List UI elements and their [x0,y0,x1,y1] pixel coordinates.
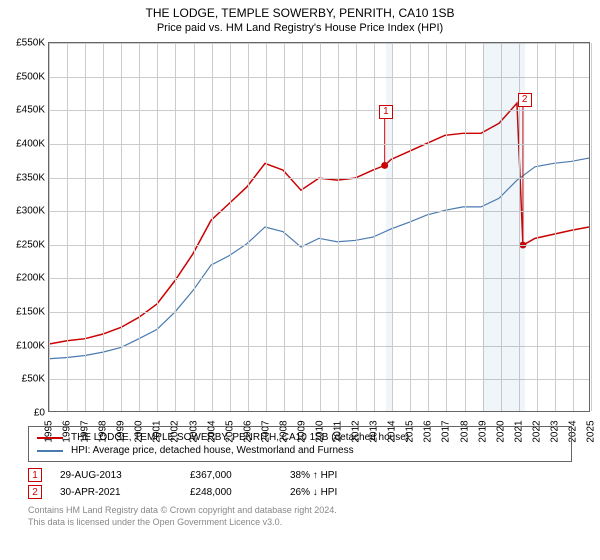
gridline-vertical [302,43,303,411]
gridline-vertical [465,43,466,411]
gridline-vertical [284,43,285,411]
gridline-vertical [591,43,592,411]
ownership-shade [386,43,392,411]
y-axis-tick: £150K [1,307,45,318]
gridline-vertical [356,43,357,411]
sale-delta-2: 26% ↓ HPI [290,487,390,498]
sale-marker-2: 2 [28,485,42,499]
gridline-vertical [49,43,50,411]
title-block: THE LODGE, TEMPLE SOWERBY, PENRITH, CA10… [0,0,600,34]
gridline-vertical [67,43,68,411]
gridline-vertical [320,43,321,411]
attribution-text: Contains HM Land Registry data © Crown c… [28,505,572,528]
gridline-vertical [85,43,86,411]
y-axis-tick: £50K [1,374,45,385]
gridline-vertical [248,43,249,411]
legend-label-property: THE LODGE, TEMPLE SOWERBY, PENRITH, CA10… [71,432,409,443]
gridline-vertical [410,43,411,411]
sale-row-2: 2 30-APR-2021 £248,000 26% ↓ HPI [28,485,572,499]
y-axis-tick: £200K [1,273,45,284]
chart-title: THE LODGE, TEMPLE SOWERBY, PENRITH, CA10… [0,6,600,20]
gridline-vertical [121,43,122,411]
attribution-line-1: Contains HM Land Registry data © Crown c… [28,505,572,517]
gridline-vertical [374,43,375,411]
sale-marker-box: 2 [518,93,532,107]
y-axis-tick: £400K [1,138,45,149]
y-axis-tick: £250K [1,239,45,250]
gridline-vertical [194,43,195,411]
y-axis-tick: £350K [1,172,45,183]
gridline-vertical [446,43,447,411]
sale-row-1: 1 29-AUG-2013 £367,000 38% ↑ HPI [28,468,572,482]
y-axis-tick: £450K [1,105,45,116]
chart-container: THE LODGE, TEMPLE SOWERBY, PENRITH, CA10… [0,0,600,560]
plot-area: £0£50K£100K£150K£200K£250K£300K£350K£400… [48,42,590,412]
gridline-vertical [555,43,556,411]
sale-marker-1: 1 [28,468,42,482]
legend-item-property: THE LODGE, TEMPLE SOWERBY, PENRITH, CA10… [37,431,563,444]
sale-price-2: £248,000 [190,487,290,498]
gridline-vertical [103,43,104,411]
legend-swatch-property [37,437,63,439]
sale-price-1: £367,000 [190,470,290,481]
y-axis-tick: £100K [1,340,45,351]
y-axis-tick: £0 [1,408,45,419]
legend-label-hpi: HPI: Average price, detached house, West… [71,445,354,456]
y-axis-tick: £300K [1,206,45,217]
y-axis-tick: £500K [1,71,45,82]
sale-marker-box: 1 [379,105,393,119]
legend-item-hpi: HPI: Average price, detached house, West… [37,444,563,457]
gridline-vertical [266,43,267,411]
sale-date-2: 30-APR-2021 [60,487,190,498]
gridline-vertical [537,43,538,411]
gridline-vertical [230,43,231,411]
gridline-vertical [428,43,429,411]
gridline-vertical [139,43,140,411]
gridline-vertical [157,43,158,411]
attribution-line-2: This data is licensed under the Open Gov… [28,517,572,529]
y-axis-tick: £550K [1,38,45,49]
legend-swatch-hpi [37,450,63,452]
gridline-vertical [573,43,574,411]
gridline-vertical [212,43,213,411]
gridline-vertical [338,43,339,411]
sale-date-1: 29-AUG-2013 [60,470,190,481]
chart-subtitle: Price paid vs. HM Land Registry's House … [0,22,600,34]
legend-box: THE LODGE, TEMPLE SOWERBY, PENRITH, CA10… [28,426,572,462]
chart-footer: THE LODGE, TEMPLE SOWERBY, PENRITH, CA10… [8,420,592,560]
gridline-vertical [175,43,176,411]
sale-delta-1: 38% ↑ HPI [290,470,390,481]
gridline-vertical [392,43,393,411]
